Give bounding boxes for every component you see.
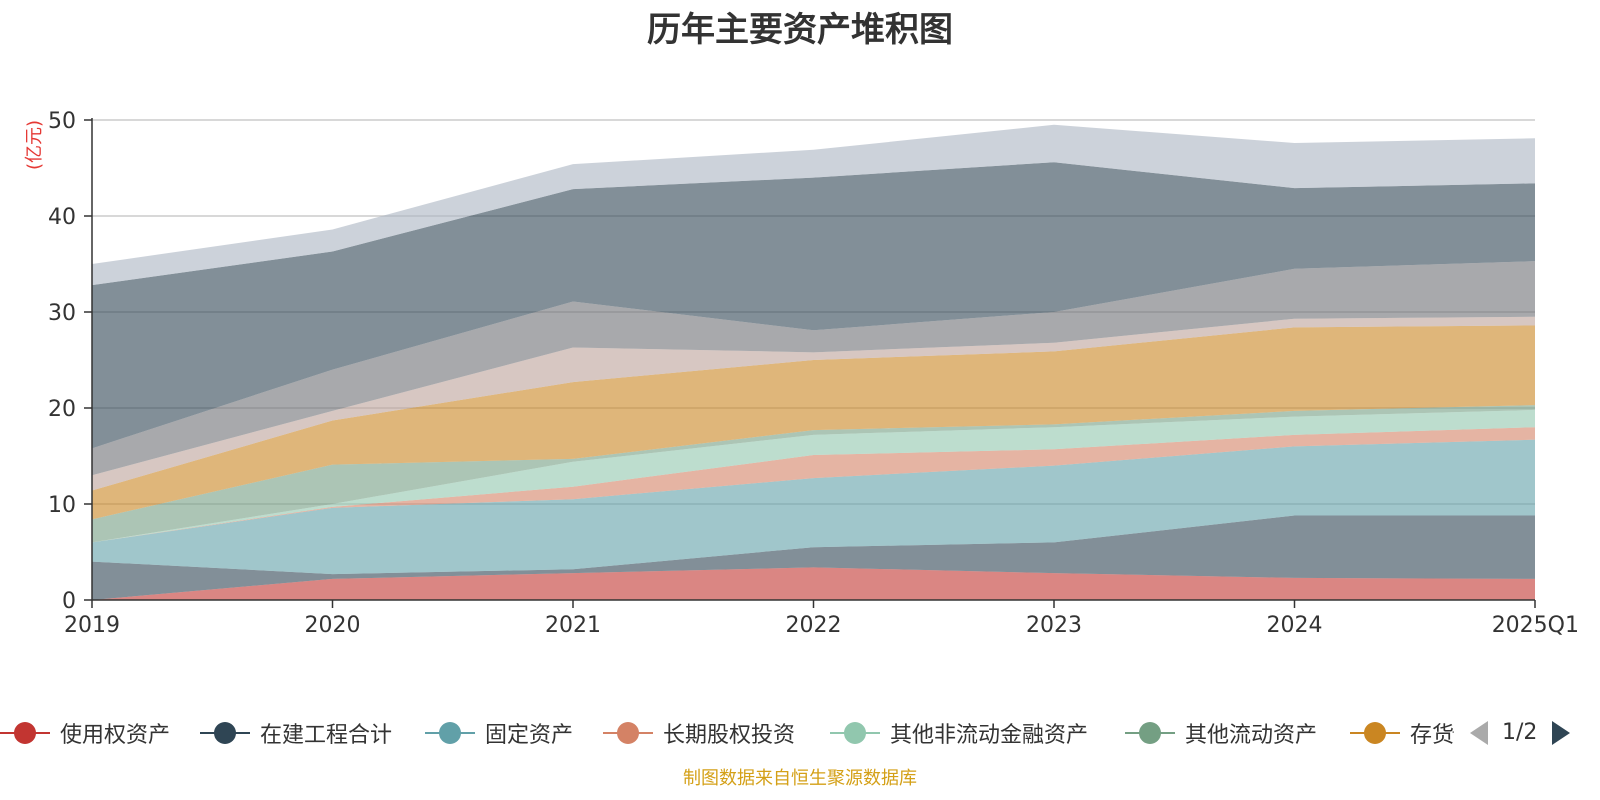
area-series-10[interactable]	[92, 124, 1535, 286]
x-tick-label: 2023	[1026, 613, 1082, 638]
x-tick-label: 2019	[64, 613, 120, 638]
y-tick-label: 50	[48, 109, 76, 134]
legend-item[interactable]: 其他非流动金融资产	[830, 713, 1088, 753]
legend-prev-page-icon[interactable]	[1470, 721, 1488, 745]
stacked-area-chart: 0 10 20 30 40 50 2019 2020 2021 2022 2023 2024 2025Q…	[48, 109, 1579, 638]
area-series-layer	[92, 124, 1535, 600]
legend-item[interactable]: 使用权资产	[0, 713, 170, 753]
area-series-0[interactable]	[92, 567, 1535, 600]
area-series-8[interactable]	[92, 261, 1535, 476]
legend-marker-icon	[830, 713, 880, 753]
source-note: 制图数据来自恒生聚源数据库	[683, 768, 917, 789]
legend-next-page-icon[interactable]	[1552, 721, 1570, 745]
legend-label: 固定资产	[485, 723, 574, 748]
x-tick-label: 2024	[1267, 613, 1323, 638]
legend-page-indicator: 1/2	[1502, 720, 1538, 745]
legend-marker-icon	[425, 713, 475, 753]
area-series-7[interactable]	[92, 316, 1535, 491]
axes: 0 10 20 30 40 50 2019 2020 2021 2022 2023 2024 2025Q…	[48, 109, 1579, 638]
legend: 使用权资产 在建工程合计 固定资产 长期股权投资 其他非流动金融资产 其他流动资产 存货 ·…	[0, 713, 1600, 753]
y-tick-label: 20	[48, 397, 76, 422]
legend-item[interactable]: 长期股权投资	[603, 713, 795, 753]
legend-marker-icon	[1350, 713, 1400, 753]
legend-marker-icon	[200, 713, 250, 753]
x-tick-label: 2025Q1	[1492, 613, 1579, 638]
area-series-6[interactable]	[92, 325, 1535, 520]
legend-label: 其他流动资产	[1185, 723, 1318, 748]
legend-marker-icon	[0, 713, 50, 753]
x-tick-label: 2020	[305, 613, 361, 638]
legend-item[interactable]: 在建工程合计	[200, 713, 392, 753]
legend-label: 长期股权投资	[663, 723, 796, 748]
y-tick-label: 10	[48, 493, 76, 518]
y-tick-label: 40	[48, 205, 76, 230]
legend-label: 在建工程合计	[260, 723, 393, 748]
area-series-9[interactable]	[92, 162, 1535, 449]
x-tick-label: 2021	[545, 613, 601, 638]
y-tick-label: 0	[62, 589, 76, 614]
legend-label: 使用权资产	[60, 723, 171, 748]
legend-item[interactable]: 其他流动资产	[1125, 713, 1317, 753]
area-series-4[interactable]	[92, 409, 1535, 543]
area-series-2[interactable]	[92, 439, 1535, 575]
legend-label: 其他非流动金融资产	[890, 723, 1089, 748]
legend-item[interactable]: 存货	[1350, 713, 1454, 753]
y-tick-label: 30	[48, 301, 76, 326]
legend-marker-icon	[1125, 713, 1175, 753]
area-series-5[interactable]	[92, 405, 1535, 543]
area-series-3[interactable]	[92, 427, 1535, 543]
chart-title: 历年主要资产堆积图	[647, 10, 953, 50]
legend-label: 存货	[1410, 723, 1455, 748]
legend-overflow-ellipsis: ·	[1451, 725, 1456, 741]
legend-marker-icon	[603, 713, 653, 753]
area-series-1[interactable]	[92, 515, 1535, 600]
x-tick-label: 2022	[786, 613, 842, 638]
legend-item[interactable]: 固定资产	[425, 713, 573, 753]
